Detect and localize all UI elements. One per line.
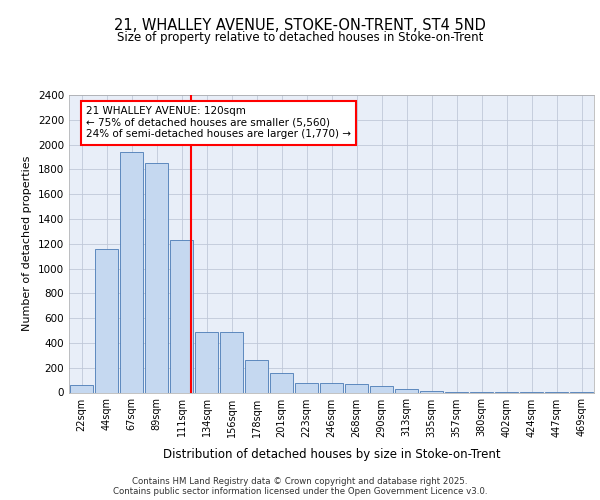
Bar: [170, 240, 193, 392]
Bar: [195, 332, 218, 392]
Bar: [120, 152, 143, 392]
Y-axis label: Number of detached properties: Number of detached properties: [22, 156, 32, 332]
Bar: [220, 332, 243, 392]
Bar: [270, 374, 293, 392]
Text: Size of property relative to detached houses in Stoke-on-Trent: Size of property relative to detached ho…: [117, 31, 483, 44]
Bar: [395, 389, 418, 392]
Bar: [245, 360, 268, 392]
Bar: [95, 248, 118, 392]
Bar: [70, 385, 93, 392]
Bar: [370, 386, 393, 392]
Bar: [345, 384, 368, 392]
X-axis label: Distribution of detached houses by size in Stoke-on-Trent: Distribution of detached houses by size …: [163, 448, 500, 461]
Bar: [320, 383, 343, 392]
Text: Contains HM Land Registry data © Crown copyright and database right 2025.
Contai: Contains HM Land Registry data © Crown c…: [113, 476, 487, 496]
Text: 21 WHALLEY AVENUE: 120sqm
← 75% of detached houses are smaller (5,560)
24% of se: 21 WHALLEY AVENUE: 120sqm ← 75% of detac…: [86, 106, 351, 140]
Bar: [295, 382, 318, 392]
Bar: [145, 163, 168, 392]
Text: 21, WHALLEY AVENUE, STOKE-ON-TRENT, ST4 5ND: 21, WHALLEY AVENUE, STOKE-ON-TRENT, ST4 …: [114, 18, 486, 32]
